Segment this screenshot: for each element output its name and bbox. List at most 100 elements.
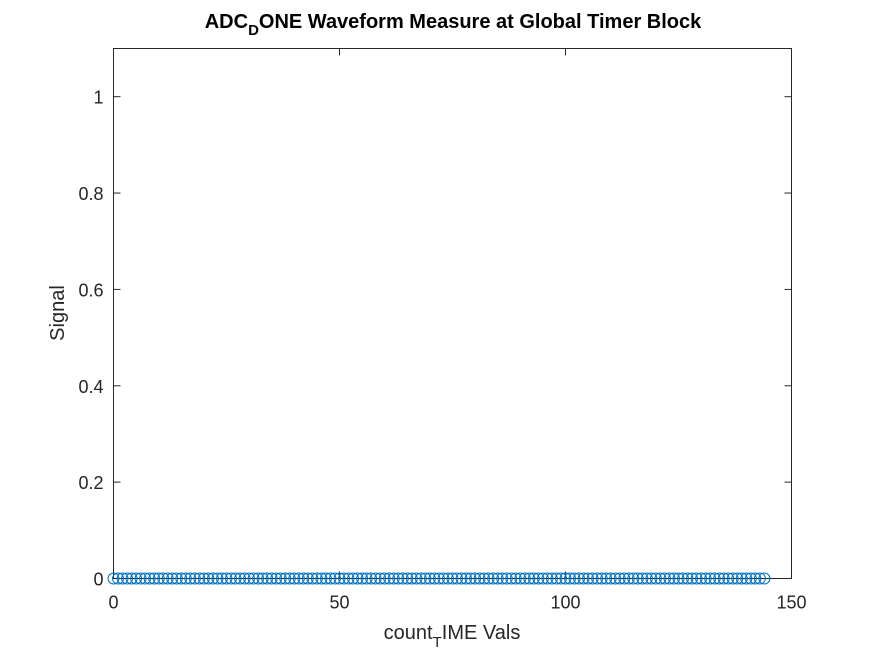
data-point xyxy=(125,572,138,585)
x-tick-label: 100 xyxy=(550,593,580,613)
data-point xyxy=(613,572,626,585)
data-point xyxy=(473,572,486,585)
data-point xyxy=(573,572,586,585)
data-point xyxy=(654,572,667,585)
data-point xyxy=(139,572,152,585)
x-axis-label-subscript: T xyxy=(433,634,442,651)
y-axis-label: Signal xyxy=(47,285,69,341)
data-point xyxy=(600,572,613,585)
data-point xyxy=(536,572,549,585)
data-point xyxy=(640,572,653,585)
data-point xyxy=(324,572,337,585)
data-point xyxy=(392,572,405,585)
data-point xyxy=(564,572,577,585)
data-point xyxy=(215,572,228,585)
data-point xyxy=(731,572,744,585)
data-point xyxy=(740,572,753,585)
data-point xyxy=(460,572,473,585)
data-point xyxy=(604,572,617,585)
data-point xyxy=(387,572,400,585)
data-point xyxy=(148,572,161,585)
data-point xyxy=(441,572,454,585)
data-point xyxy=(749,572,762,585)
data-point xyxy=(310,572,323,585)
data-point xyxy=(514,572,527,585)
data-point xyxy=(527,572,540,585)
data-point xyxy=(229,572,242,585)
y-tick-label: 0.6 xyxy=(78,280,103,300)
data-point xyxy=(238,572,251,585)
data-point xyxy=(663,572,676,585)
data-point xyxy=(301,572,314,585)
data-point xyxy=(179,572,192,585)
data-point xyxy=(234,572,247,585)
x-axis-label: countTIME Vals xyxy=(384,622,521,651)
chart-title-subscript: D xyxy=(248,22,259,39)
data-point xyxy=(423,572,436,585)
x-axis-label-suffix: IME Vals xyxy=(442,622,521,644)
data-point xyxy=(143,572,156,585)
data-point xyxy=(582,572,595,585)
data-point xyxy=(658,572,671,585)
data-point xyxy=(356,572,369,585)
x-tick-label: 0 xyxy=(108,593,118,613)
data-point xyxy=(283,572,296,585)
data-markers xyxy=(107,572,771,585)
data-point xyxy=(500,572,513,585)
data-point xyxy=(112,572,125,585)
data-point xyxy=(595,572,608,585)
y-tick-label: 0.4 xyxy=(78,377,103,397)
data-point xyxy=(451,572,464,585)
data-point xyxy=(161,572,174,585)
data-point xyxy=(695,572,708,585)
data-point xyxy=(288,572,301,585)
y-axis-ticks: 0 0.2 0.4 0.6 0.8 1 xyxy=(78,88,792,590)
data-point xyxy=(396,572,409,585)
data-point xyxy=(627,572,640,585)
data-point xyxy=(405,572,418,585)
data-point xyxy=(170,572,183,585)
x-tick-label: 50 xyxy=(329,593,349,613)
data-point xyxy=(414,572,427,585)
data-point xyxy=(157,572,170,585)
data-point xyxy=(333,572,346,585)
data-point xyxy=(622,572,635,585)
data-point xyxy=(270,572,283,585)
data-point xyxy=(469,572,482,585)
data-point xyxy=(758,572,771,585)
data-point xyxy=(631,572,644,585)
data-point xyxy=(410,572,423,585)
data-point xyxy=(509,572,522,585)
data-point xyxy=(699,572,712,585)
data-point xyxy=(315,572,328,585)
data-point xyxy=(193,572,206,585)
chart-title-suffix: ONE Waveform Measure at Global Timer Blo… xyxy=(259,11,702,33)
data-point xyxy=(496,572,509,585)
data-point xyxy=(717,572,730,585)
data-point xyxy=(609,572,622,585)
data-point xyxy=(672,572,685,585)
data-point xyxy=(369,572,382,585)
data-point xyxy=(559,572,572,585)
data-point xyxy=(568,572,581,585)
data-point xyxy=(166,572,179,585)
data-point xyxy=(753,572,766,585)
data-point xyxy=(550,572,563,585)
data-point xyxy=(491,572,504,585)
data-point xyxy=(175,572,188,585)
data-point xyxy=(306,572,319,585)
data-point xyxy=(545,572,558,585)
data-point xyxy=(419,572,432,585)
data-point xyxy=(487,572,500,585)
data-point xyxy=(735,572,748,585)
data-point xyxy=(744,572,757,585)
data-point xyxy=(243,572,256,585)
data-point xyxy=(532,572,545,585)
data-point xyxy=(365,572,378,585)
data-point xyxy=(432,572,445,585)
chart-title: ADCDONE Waveform Measure at Global Timer… xyxy=(205,11,702,39)
data-point xyxy=(116,572,129,585)
y-tick-label: 0 xyxy=(93,570,103,590)
data-point xyxy=(667,572,680,585)
